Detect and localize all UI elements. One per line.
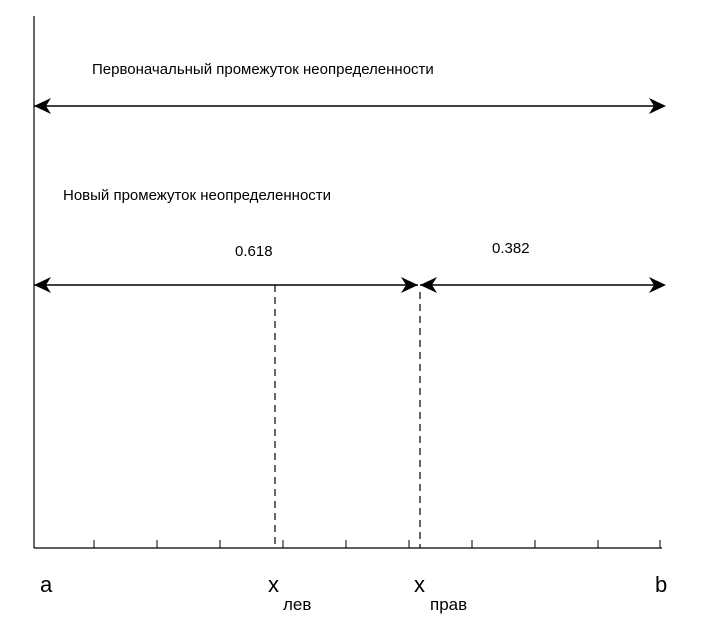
new-interval-label: Новый промежуток неопределенности [63,187,331,204]
left-segment-right-arrowhead-icon [401,277,418,293]
x-right-main-label: x [414,572,425,597]
x-left-label: x лев [268,572,311,614]
original-interval-label: Первоначальный промежуток неопределеннос… [92,61,434,78]
right-segment-right-arrowhead-icon [649,277,666,293]
x-left-subscript-label: лев [283,595,311,614]
original-interval-arrow [34,98,666,114]
x-right-label: x прав [414,572,467,614]
right-arrowhead-icon [649,98,666,114]
x-right-subscript-label: прав [430,595,467,614]
right-fraction-label: 0.382 [492,240,530,257]
left-segment-left-arrowhead-icon [34,277,51,293]
x-left-main-label: x [268,572,279,597]
left-arrowhead-icon [34,98,51,114]
axis-ticks [93,540,661,548]
axis-label-b: b [655,572,667,597]
left-fraction-label: 0.618 [235,243,273,260]
axis-label-a: a [40,572,53,597]
left-segment-arrow [34,277,418,293]
right-segment-left-arrowhead-icon [420,277,437,293]
right-segment-arrow [420,277,666,293]
